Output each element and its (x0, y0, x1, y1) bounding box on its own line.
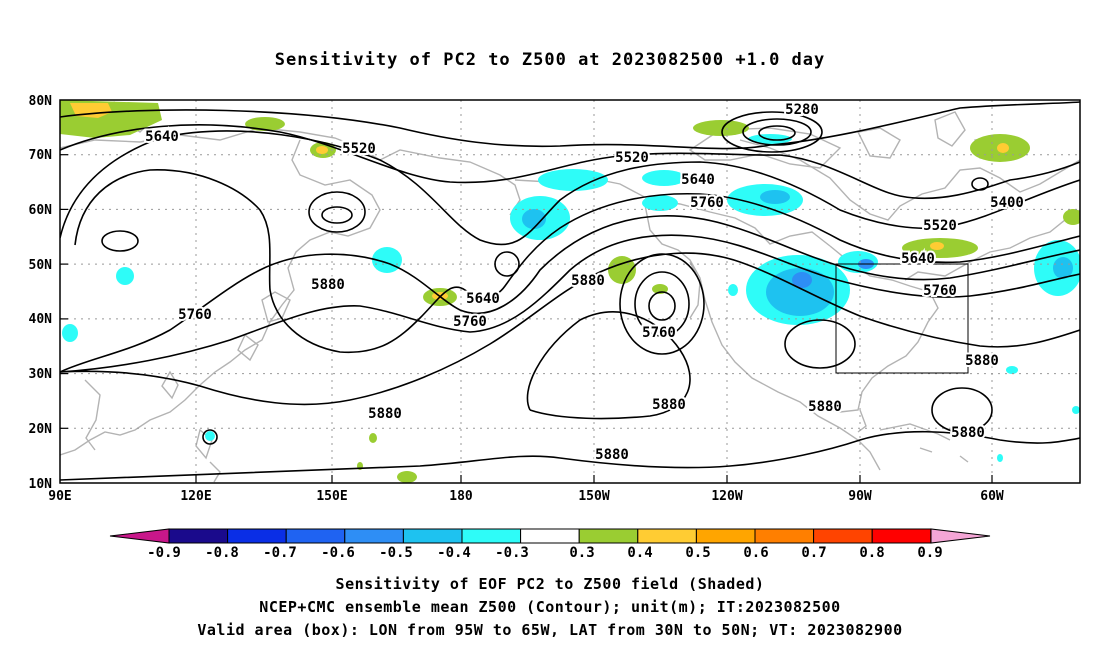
colorbar-label: -0.8 (205, 545, 239, 561)
lon-label: 60W (980, 489, 1004, 504)
contour-label: 5520 (923, 218, 957, 234)
colorbar-label: 0.6 (743, 545, 768, 561)
colorbar-label: -0.3 (495, 545, 529, 561)
lat-label: 60N (29, 203, 53, 218)
contour-label: 5880 (652, 397, 686, 413)
contour-label: 5640 (901, 251, 935, 267)
colorbar-label: 0.3 (569, 545, 594, 561)
graticule (60, 100, 1080, 483)
contour-label: 5880 (571, 273, 605, 289)
colorbar-swatch (813, 528, 873, 544)
colorbar (109, 528, 991, 544)
contour-label: 5880 (368, 406, 402, 422)
colorbar-label: 0.4 (627, 545, 652, 561)
colorbar-label: 0.9 (917, 545, 942, 561)
caption-valid-area: Valid area (box): LON from 95W to 65W, L… (197, 621, 903, 639)
lon-label: 150W (578, 489, 609, 504)
map-frame (59, 99, 1081, 484)
colorbar-label: -0.4 (437, 545, 471, 561)
colorbar-swatch (578, 528, 639, 544)
colorbar-label: -0.5 (379, 545, 413, 561)
colorbar-swatch (227, 528, 287, 544)
colorbar-labels: -0.9 -0.8 -0.7 -0.6 -0.5 -0.4 -0.3 0.3 0… (147, 545, 943, 561)
contour-label: 5760 (690, 195, 724, 211)
contour-label: 5880 (951, 425, 985, 441)
colorbar-swatch (168, 528, 229, 544)
contour-label: 5520 (342, 141, 376, 157)
colorbar-swatch (754, 528, 815, 544)
lat-label: 70N (29, 148, 53, 163)
colorbar-swatch (402, 528, 463, 544)
colorbar-swatch (344, 528, 404, 544)
contour-label: 5760 (923, 283, 957, 299)
colorbar-label: -0.6 (321, 545, 355, 561)
colorbar-swatch (520, 528, 580, 544)
lon-label: 120W (711, 489, 742, 504)
lat-label: 80N (29, 94, 53, 109)
lat-label: 40N (29, 312, 53, 327)
contour-label: 5760 (178, 307, 212, 323)
contour-label: 5400 (990, 195, 1024, 211)
colorbar-label: 0.5 (685, 545, 710, 561)
lat-label: 50N (29, 258, 53, 273)
contour-labels: 5280 5400 5520 5520 5520 5640 5640 5640 … (143, 100, 1026, 465)
colorbar-swatch (285, 528, 346, 544)
contour-label: 5880 (311, 277, 345, 293)
colorbar-label: 0.8 (859, 545, 884, 561)
valid-area-box (835, 263, 969, 374)
z500-contours (60, 101, 1080, 481)
caption-shading: Sensitivity of EOF PC2 to Z500 field (Sh… (335, 575, 765, 593)
latitude-labels: 80N 70N 60N 50N 40N 30N 20N 10N (29, 94, 53, 492)
lon-label: 120E (180, 489, 211, 504)
longitude-labels: 90E 120E 150E 180 150W 120W 90W 60W (48, 489, 1004, 504)
lon-label: 150E (316, 489, 347, 504)
lat-label: 30N (29, 367, 53, 382)
colorbar-swatch (695, 528, 756, 544)
contour-label: 5520 (615, 150, 649, 166)
colorbar-swatch (461, 528, 522, 544)
contour-label: 5880 (595, 447, 629, 463)
contour-label: 5640 (466, 291, 500, 307)
contour-label: 5880 (808, 399, 842, 415)
contour-label: 5760 (453, 314, 487, 330)
lon-label: 180 (449, 489, 473, 504)
colorbar-swatch (871, 528, 932, 544)
colorbar-right-arrow (930, 528, 991, 544)
contour-label: 5640 (681, 172, 715, 188)
lat-label: 10N (29, 477, 53, 492)
contour-label: 5280 (785, 102, 819, 118)
lat-label: 20N (29, 422, 53, 437)
map-title: Sensitivity of PC2 to Z500 at 2023082500… (274, 50, 826, 70)
contour-label: 5880 (965, 353, 999, 369)
coastlines (60, 101, 1080, 483)
colorbar-label: 0.7 (801, 545, 826, 561)
caption-contour: NCEP+CMC ensemble mean Z500 (Contour); u… (259, 598, 841, 616)
contour-label: 5640 (145, 129, 179, 145)
colorbar-left-arrow (109, 528, 170, 544)
lon-label: 90W (848, 489, 872, 504)
colorbar-label: -0.7 (263, 545, 297, 561)
axis-ticks (60, 154, 993, 483)
lon-label: 90E (48, 489, 71, 504)
contour-label: 5760 (642, 325, 676, 341)
colorbar-label: -0.9 (147, 545, 181, 561)
colorbar-swatch (637, 528, 697, 544)
